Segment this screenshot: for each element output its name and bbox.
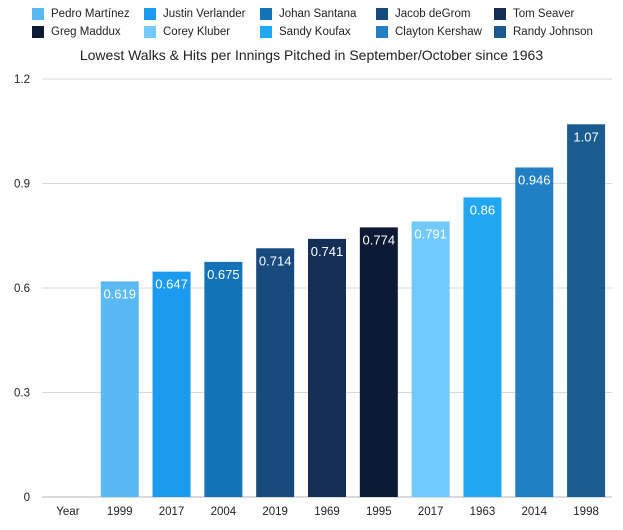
bar (515, 167, 554, 497)
legend-label: Corey Kluber (163, 25, 231, 38)
bar (308, 238, 346, 497)
bar (256, 248, 295, 497)
bar (100, 281, 139, 497)
y-tick-label: 1.2 (14, 74, 30, 86)
bar (463, 197, 502, 497)
x-tick-label: 1999 (107, 506, 133, 518)
legend-item[interactable]: Sandy Koufax (260, 24, 376, 39)
legend-swatch (144, 25, 156, 38)
chart-title: Lowest Walks & Hits per Innings Pitched … (79, 47, 544, 63)
legend-label: Justin Verlander (163, 7, 246, 20)
legend-label: Tom Seaver (513, 7, 575, 20)
legend-item[interactable]: Corey Kluber (144, 24, 260, 39)
data-label: 0.741 (311, 244, 344, 259)
x-tick-label: 1963 (470, 506, 496, 518)
y-tick-label: 0.3 (14, 388, 30, 400)
data-label: 0.774 (363, 232, 396, 247)
x-tick-label: 2017 (418, 506, 444, 518)
legend-label: Randy Johnson (513, 25, 593, 38)
legend-item[interactable]: Greg Maddux (32, 24, 144, 39)
data-label: 0.946 (518, 172, 551, 187)
legend-label: Pedro Martínez (51, 7, 130, 20)
legend-label: Johan Santana (279, 7, 357, 20)
legend-item[interactable]: Jacob deGrom (376, 6, 494, 21)
x-tick-label: 2019 (262, 506, 288, 518)
x-tick-label: 2017 (159, 506, 185, 518)
x-tick-label: 1995 (366, 506, 392, 518)
bar (204, 261, 243, 497)
x-tick-label: 1969 (314, 506, 340, 518)
data-label: 0.675 (207, 267, 240, 282)
x-tick-label: 1998 (573, 506, 599, 518)
legend-swatch (32, 25, 44, 38)
legend-swatch (376, 25, 388, 38)
legend-item[interactable]: Justin Verlander (144, 6, 260, 21)
x-tick-label: 2014 (521, 506, 547, 518)
bar (411, 221, 450, 498)
x-tick-label: Year (56, 506, 79, 518)
y-tick-label: 0.6 (14, 283, 30, 295)
legend-swatch (144, 7, 156, 20)
legend-label: Jacob deGrom (395, 7, 471, 20)
legend: Pedro Martínez Justin Verlander Johan Sa… (32, 6, 612, 39)
data-label: 1.07 (573, 129, 598, 144)
legend-swatch (494, 7, 506, 20)
y-tick-label: 0 (24, 492, 30, 504)
bar (567, 124, 606, 498)
legend-item[interactable]: Randy Johnson (494, 24, 604, 39)
legend-item[interactable]: Johan Santana (260, 6, 376, 21)
legend-swatch (260, 7, 272, 20)
legend-swatch (260, 25, 272, 38)
legend-swatch (494, 25, 506, 38)
x-tick-label: 2004 (211, 506, 237, 518)
legend-swatch (376, 7, 388, 20)
legend-label: Greg Maddux (51, 25, 121, 38)
data-label: 0.714 (259, 253, 292, 268)
data-label: 0.791 (414, 226, 447, 241)
legend-label: Sandy Koufax (279, 25, 351, 38)
data-label: 0.647 (155, 277, 188, 292)
legend-item[interactable]: Clayton Kershaw (376, 24, 494, 39)
data-label: 0.86 (470, 202, 495, 217)
bar (359, 227, 398, 497)
bar (152, 271, 191, 497)
legend-swatch (32, 7, 44, 20)
legend-item[interactable]: Pedro Martínez (32, 6, 144, 21)
legend-label: Clayton Kershaw (395, 25, 482, 38)
data-label: 0.619 (103, 286, 136, 301)
y-tick-label: 0.9 (14, 179, 30, 191)
legend-item[interactable]: Tom Seaver (494, 6, 604, 21)
